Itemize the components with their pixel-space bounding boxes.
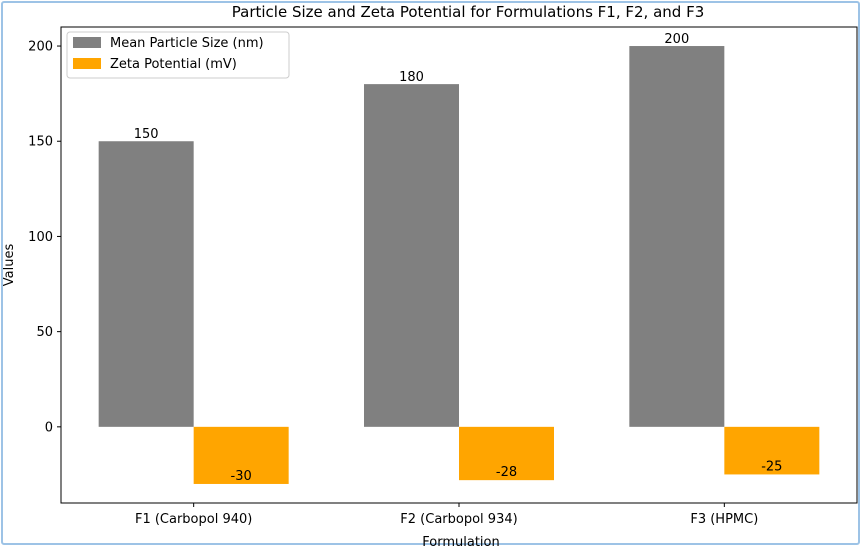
plot-area — [60, 26, 858, 504]
legend-swatch — [73, 37, 101, 48]
y-axis-label: Values — [2, 244, 17, 287]
x-tick-label: F3 (HPMC) — [690, 512, 758, 527]
bar-particle-size — [98, 141, 194, 427]
bar-value-label: -30 — [231, 469, 252, 484]
y-tick-label: 100 — [28, 230, 53, 245]
bar-zeta-potential — [459, 426, 554, 481]
y-tick-label: 200 — [28, 40, 53, 55]
bar-particle-size — [629, 46, 725, 427]
x-tick-label: F2 (Carbopol 934) — [400, 512, 517, 527]
y-axis-ticks: 0 50 100 150 200 — [28, 40, 61, 435]
chart-title: Particle Size and Zeta Potential for For… — [232, 3, 705, 21]
legend-box — [66, 31, 290, 79]
bar-zeta-potential — [193, 426, 289, 484]
bar-value-label: 150 — [134, 127, 159, 142]
bar-particle-size — [364, 84, 459, 427]
x-axis-label: Formulation — [422, 535, 499, 550]
x-axis-ticks: F1 (Carbopol 940) F2 (Carbopol 934) F3 (HP… — [135, 503, 758, 527]
x-tick-label: F1 (Carbopol 940) — [135, 512, 252, 527]
legend-label: Zeta Potential (mV) — [110, 57, 237, 72]
bar-value-label: -28 — [496, 465, 517, 480]
bars: 150 -30 180 -28 200 -25 — [98, 32, 820, 484]
bar-value-label: 180 — [399, 70, 424, 85]
legend: Mean Particle Size (nm) Zeta Potential (m… — [66, 31, 290, 79]
bar-zeta-potential — [724, 426, 820, 475]
bar-value-label: 200 — [664, 32, 689, 47]
legend-label: Mean Particle Size (nm) — [110, 36, 264, 51]
y-tick-label: 0 — [45, 420, 53, 435]
bar-value-label: -25 — [761, 459, 782, 474]
y-tick-label: 150 — [28, 135, 53, 150]
legend-swatch — [73, 58, 101, 69]
y-tick-label: 50 — [36, 325, 53, 340]
